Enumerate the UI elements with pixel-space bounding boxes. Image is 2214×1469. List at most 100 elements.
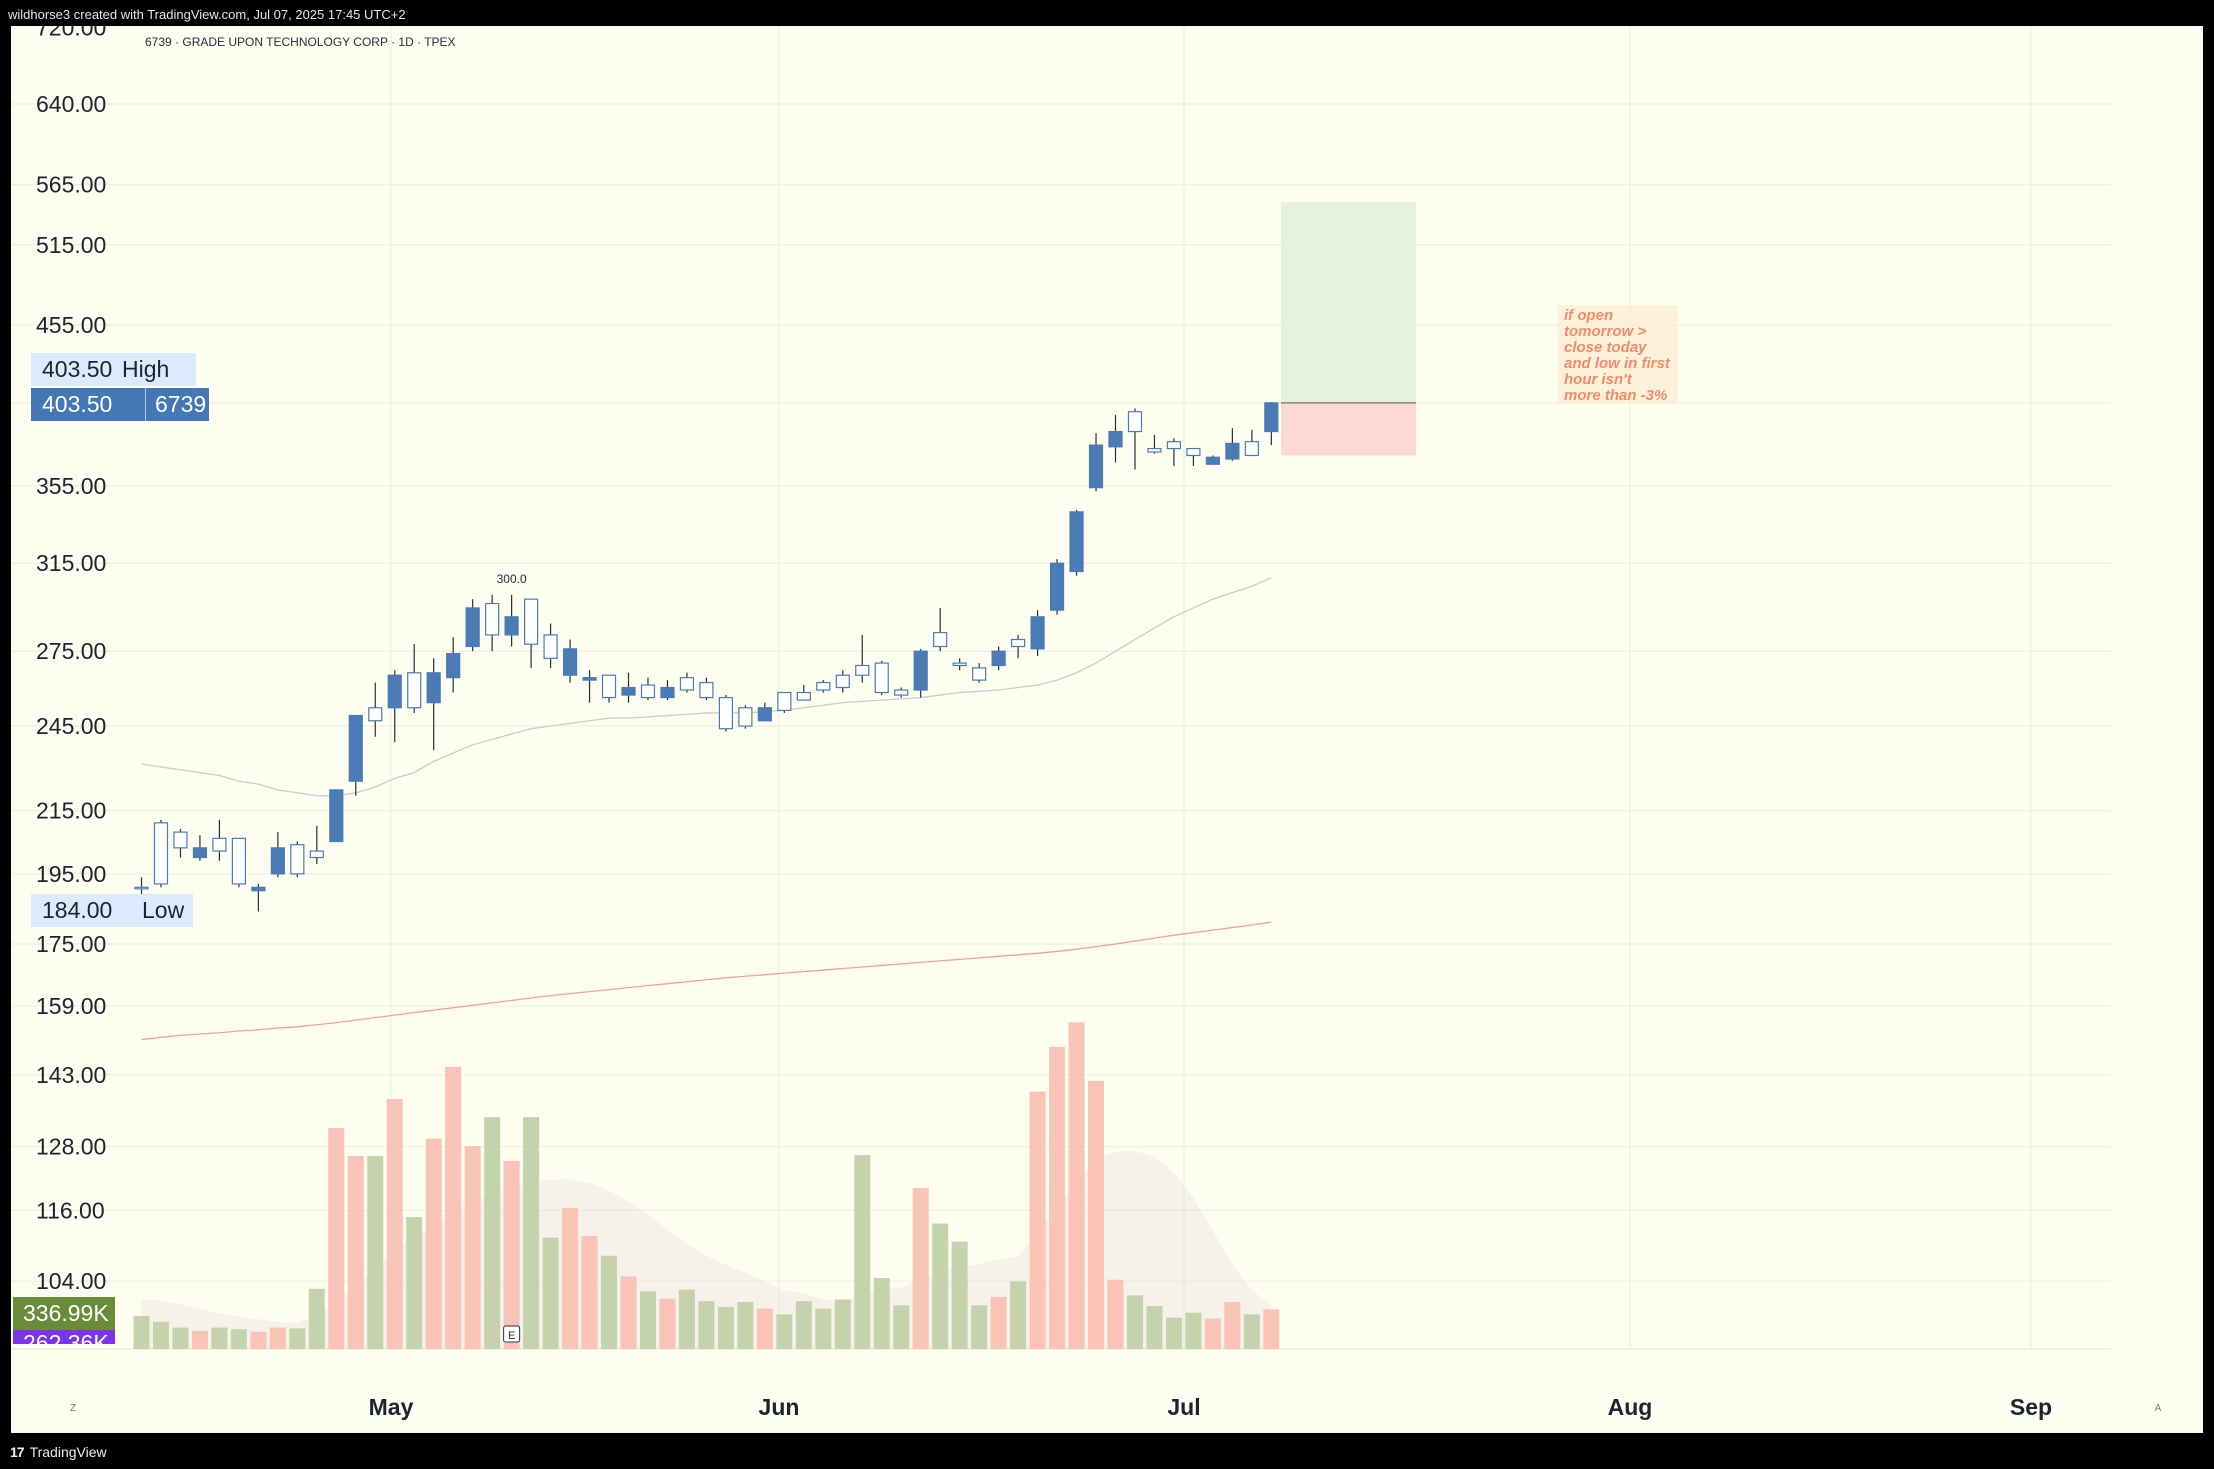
volume-bar[interactable]	[1029, 1091, 1046, 1349]
candle[interactable]	[173, 828, 188, 858]
candle[interactable]	[270, 832, 285, 878]
candle[interactable]	[329, 789, 344, 843]
candle[interactable]	[1127, 408, 1143, 470]
volume-bar[interactable]	[386, 1099, 403, 1349]
volume-bar[interactable]	[1204, 1318, 1221, 1349]
earnings-marker[interactable]: E	[503, 1325, 521, 1343]
candle[interactable]	[621, 672, 636, 703]
candle[interactable]	[1205, 455, 1221, 465]
candle[interactable]	[485, 594, 500, 652]
volume-bar[interactable]	[1107, 1279, 1124, 1349]
volume-bar[interactable]	[152, 1321, 169, 1349]
volume-bar[interactable]	[230, 1329, 247, 1349]
candle[interactable]	[972, 663, 987, 683]
volume-bar[interactable]	[250, 1331, 267, 1349]
candle[interactable]	[562, 639, 578, 683]
candle[interactable]	[1010, 634, 1026, 659]
candle[interactable]	[290, 841, 305, 878]
volume-bar[interactable]	[951, 1241, 968, 1349]
candle[interactable]	[933, 607, 948, 652]
candle[interactable]	[757, 702, 772, 722]
candle[interactable]	[913, 648, 928, 698]
stop-zone[interactable]	[1281, 402, 1416, 456]
candle[interactable]	[874, 660, 889, 696]
volume-bar[interactable]	[289, 1328, 306, 1349]
volume-bar[interactable]	[854, 1155, 871, 1349]
volume-bar[interactable]	[756, 1308, 773, 1349]
volume-bar[interactable]	[717, 1306, 734, 1349]
volume-bar[interactable]	[581, 1235, 598, 1349]
symbol-legend[interactable]: 6739 · GRADE UPON TECHNOLOGY CORP · 1D ·…	[145, 35, 456, 49]
volume-bar[interactable]	[191, 1330, 208, 1349]
volume-bar[interactable]	[873, 1278, 890, 1349]
candle[interactable]	[1147, 434, 1162, 454]
candle[interactable]	[601, 674, 617, 703]
volume-bar[interactable]	[367, 1155, 384, 1349]
candle[interactable]	[368, 682, 383, 737]
candle[interactable]	[309, 825, 324, 865]
candle[interactable]	[504, 594, 519, 647]
candle[interactable]	[738, 705, 753, 729]
volume-bar[interactable]	[269, 1327, 286, 1349]
tradingview-logo[interactable]: 17 TradingView	[10, 1444, 107, 1460]
volume-bar[interactable]	[308, 1288, 325, 1349]
candle[interactable]	[387, 670, 402, 743]
candle[interactable]	[582, 670, 597, 703]
volume-bar[interactable]	[1088, 1080, 1105, 1349]
volume-bar[interactable]	[1126, 1295, 1143, 1349]
volume-bar[interactable]	[523, 1117, 540, 1349]
volume-bar[interactable]	[678, 1289, 695, 1349]
candle[interactable]	[894, 687, 909, 698]
volume-bar[interactable]	[1224, 1301, 1241, 1349]
volume-bar[interactable]	[659, 1298, 676, 1349]
volume-bar[interactable]	[990, 1297, 1007, 1349]
volume-bar[interactable]	[406, 1217, 423, 1349]
candle[interactable]	[407, 644, 422, 713]
candle[interactable]	[1244, 429, 1259, 457]
volume-bar[interactable]	[347, 1155, 364, 1349]
volume-bar[interactable]	[503, 1160, 520, 1349]
candle[interactable]	[446, 637, 461, 693]
candle[interactable]	[699, 677, 714, 701]
target-zone[interactable]	[1281, 202, 1416, 403]
candle[interactable]	[718, 695, 734, 732]
volume-bar[interactable]	[1010, 1281, 1027, 1349]
volume-bar[interactable]	[464, 1146, 481, 1349]
candle[interactable]	[153, 819, 169, 888]
price-chart[interactable]: 300.0 E 720.00 640.00 565.00 515.00 455.00 403…	[11, 26, 2203, 1433]
candle[interactable]	[523, 598, 539, 668]
volume-bar[interactable]	[1165, 1317, 1182, 1349]
candle[interactable]	[835, 670, 850, 693]
volume-bar[interactable]	[776, 1314, 793, 1349]
volume-bar[interactable]	[912, 1188, 929, 1349]
volume-bar[interactable]	[620, 1276, 637, 1349]
candle[interactable]	[1108, 414, 1123, 463]
candle[interactable]	[1069, 509, 1084, 576]
volume-bar[interactable]	[445, 1066, 462, 1349]
volume-bar[interactable]	[542, 1237, 559, 1349]
candle[interactable]	[1186, 447, 1201, 467]
volume-bar[interactable]	[562, 1207, 579, 1349]
candle[interactable]	[1225, 428, 1240, 461]
volume-bar[interactable]	[834, 1299, 851, 1350]
volume-bar[interactable]	[737, 1301, 754, 1349]
candle[interactable]	[212, 819, 227, 861]
volume-bar[interactable]	[133, 1316, 150, 1349]
candle[interactable]	[952, 658, 967, 671]
volume-bar[interactable]	[211, 1327, 228, 1349]
volume-bar[interactable]	[1049, 1047, 1066, 1349]
volume-bar[interactable]	[484, 1117, 501, 1349]
auto-scale-right-button[interactable]: A	[2155, 1403, 2162, 1414]
volume-bar[interactable]	[932, 1223, 949, 1349]
volume-bar[interactable]	[698, 1301, 715, 1349]
candle[interactable]	[679, 672, 695, 693]
volume-bar[interactable]	[1243, 1314, 1260, 1349]
candle[interactable]	[640, 677, 656, 701]
candle[interactable]	[426, 658, 441, 751]
candle[interactable]	[816, 680, 831, 693]
candle[interactable]	[777, 691, 792, 713]
candle[interactable]	[1049, 559, 1065, 615]
candle[interactable]	[1030, 610, 1045, 656]
candle[interactable]	[1264, 402, 1279, 446]
candle[interactable]	[231, 837, 246, 888]
